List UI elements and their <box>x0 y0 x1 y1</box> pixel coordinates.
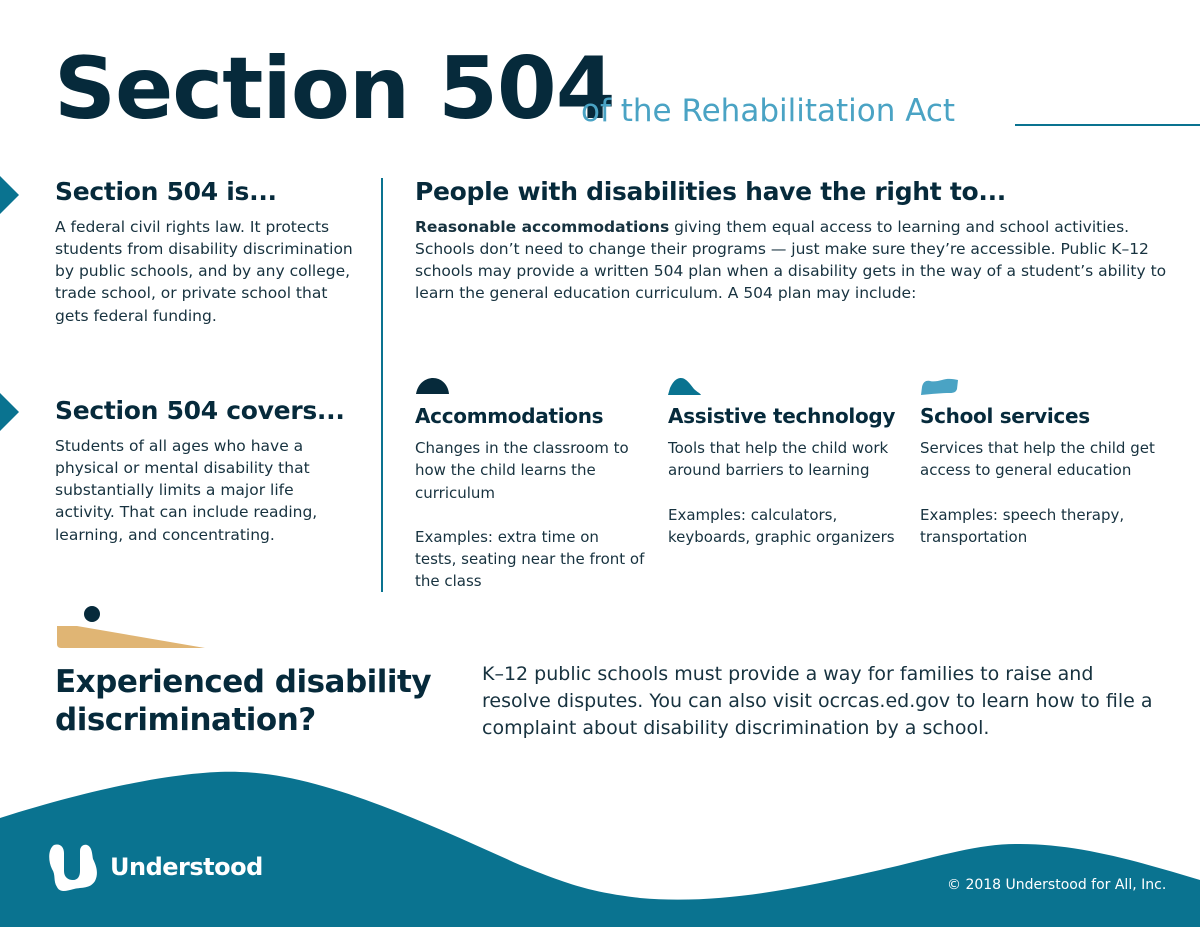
discrimination-heading-line1: Experienced disability <box>55 664 432 700</box>
plan-item-title: School services <box>920 404 1090 428</box>
blob-shape-icon <box>921 378 958 395</box>
plan-item-description: Tools that help the child work around ba… <box>668 439 889 480</box>
section-504-is: Section 504 is... A federal civil rights… <box>55 178 355 327</box>
page-subtitle: of the Rehabilitation Act <box>581 93 956 129</box>
arrow-marker-icon <box>0 393 19 431</box>
discrimination-heading-line2: discrimination? <box>55 702 316 738</box>
rights-section: People with disabilities have the right … <box>415 178 1175 305</box>
plan-item-description: Changes in the classroom to how the chil… <box>415 439 629 502</box>
section-body: A federal civil rights law. It protects … <box>55 217 353 325</box>
discrimination-body: K–12 public schools must provide a way f… <box>482 663 1153 739</box>
brand-name: Understood <box>110 853 263 881</box>
arrow-marker-icon <box>0 176 19 214</box>
rights-bold-lead: Reasonable accommodations <box>415 217 670 236</box>
plan-item-examples: Examples: extra time on tests, seating n… <box>415 527 645 591</box>
plan-item-examples: Examples: calculators, keyboards, graphi… <box>668 505 895 546</box>
section-heading: Section 504 covers... <box>55 396 345 425</box>
section-body: Students of all ages who have a physical… <box>55 436 318 544</box>
plan-item-title: Assistive technology <box>668 404 896 428</box>
ramp-ball-icon <box>57 606 205 648</box>
rights-body-text: giving them equal access to learning and… <box>415 217 1167 303</box>
rights-heading: People with disabilities have the right … <box>415 177 1006 206</box>
hill-shape-icon <box>668 378 701 395</box>
plan-item-title: Accommodations <box>415 404 604 428</box>
plan-item-description: Services that help the child get access … <box>920 439 1155 480</box>
vertical-divider <box>381 178 383 592</box>
plan-item-school-services: School services Services that help the c… <box>920 376 1160 548</box>
plan-item-assistive-technology: Assistive technology Tools that help the… <box>668 376 898 548</box>
plan-item-examples: Examples: speech therapy, transportation <box>920 505 1125 546</box>
half-dome-icon <box>416 378 449 394</box>
discrimination-heading: Experienced disability discrimination? <box>55 663 432 739</box>
section-504-covers: Section 504 covers... Students of all ag… <box>55 397 355 546</box>
understood-logo-icon <box>49 844 97 891</box>
plan-item-accommodations: Accommodations Changes in the classroom … <box>415 376 645 593</box>
rights-body: Reasonable accommodations giving them eq… <box>415 216 1175 305</box>
page-title: Section 504 <box>54 39 616 139</box>
title-rule-divider <box>1015 124 1200 126</box>
section-heading: Section 504 is... <box>55 177 277 206</box>
copyright-text: © 2018 Understood for All, Inc. <box>947 877 1167 893</box>
footer-wave-background <box>0 771 1200 927</box>
